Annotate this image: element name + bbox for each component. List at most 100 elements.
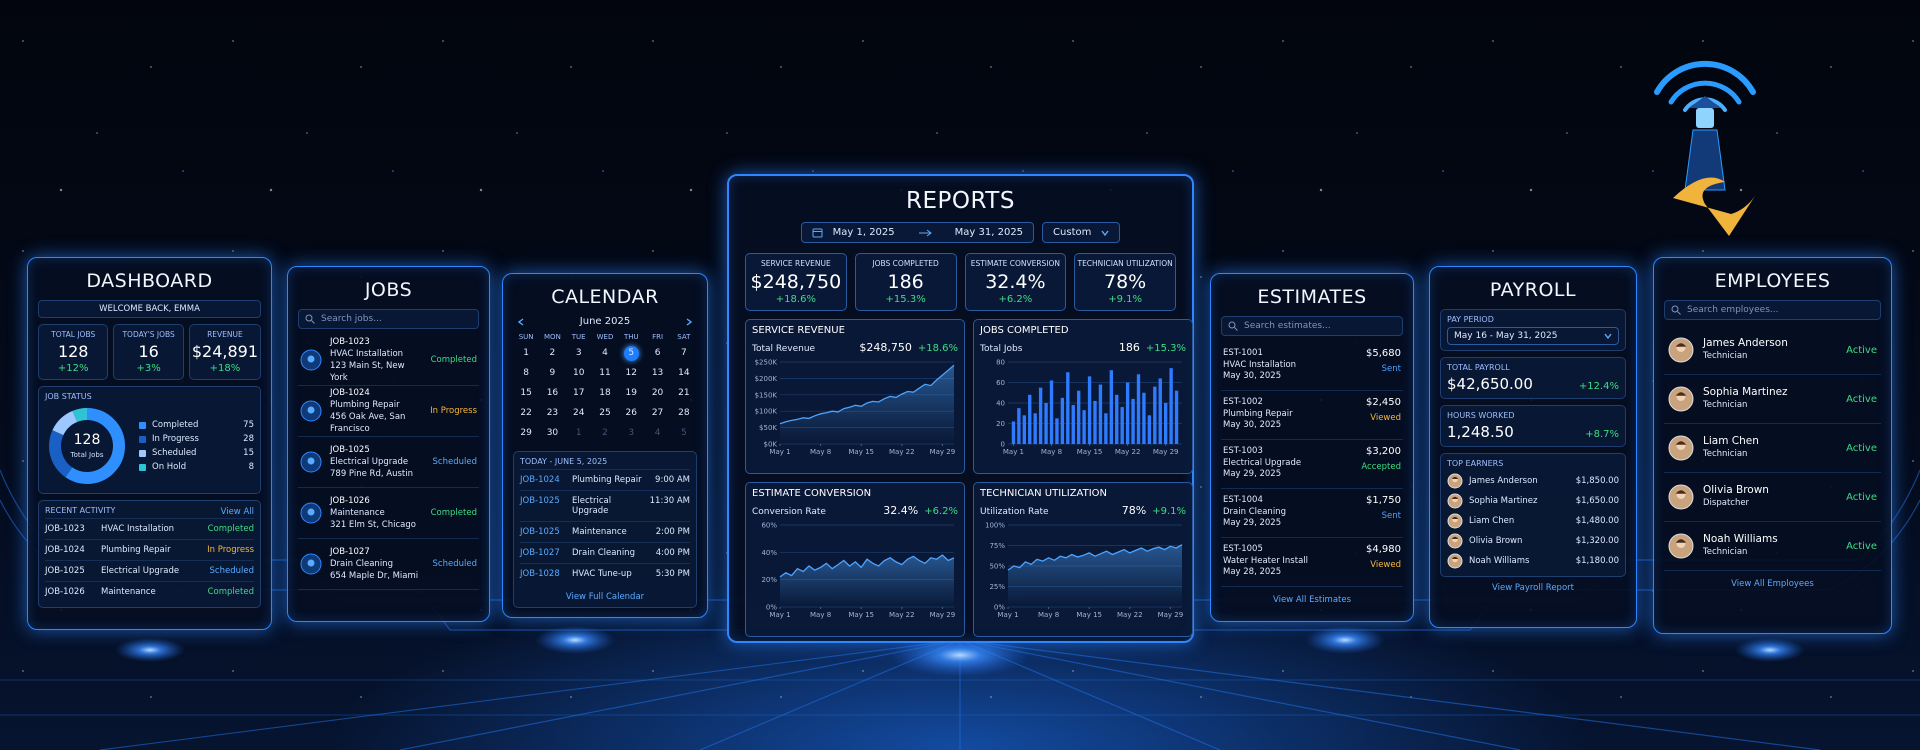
emp-item: Noah Williams Technician Active — [1664, 522, 1881, 571]
emp-role: Technician — [1703, 547, 1748, 557]
emp-text: Noah Williams Technician — [1703, 533, 1837, 559]
legend-row: On Hold 8 — [139, 462, 254, 472]
chart-value: 32.4% — [883, 504, 919, 517]
legend: Completed 75 In Progress 28 Scheduled 15 On Ho… — [139, 416, 254, 476]
box: JOB STATUS 128 Total Jobs Completed 75 In Pro… — [38, 386, 261, 494]
bar — [1087, 376, 1092, 444]
search-text: Search employees... — [1687, 305, 1779, 315]
line — [1007, 544, 1183, 571]
est-name: Electrical Upgrade — [1223, 457, 1302, 468]
glow-nodes — [115, 626, 1805, 677]
est-right: $4,980 Viewed — [1366, 544, 1401, 580]
y-tick-label: 60 — [996, 379, 1005, 387]
earner-row: Olivia Brown $1,320.00 — [1447, 531, 1619, 551]
link[interactable]: View All Employees — [1731, 579, 1814, 589]
job-name: Plumbing Repair — [330, 400, 400, 410]
stat-change: +18% — [209, 363, 241, 374]
link[interactable]: View Payroll Report — [1492, 583, 1574, 593]
emp-name: Liam Chen — [1703, 435, 1759, 447]
job-id: JOB-1027 — [330, 547, 370, 557]
est-date: May 30, 2025 — [1223, 371, 1282, 381]
swatch — [139, 421, 146, 429]
x-tick-label: May 15 — [1077, 448, 1103, 456]
day: 5 — [623, 346, 639, 361]
change: +15.3% — [885, 294, 926, 305]
job-status: Completed — [430, 355, 477, 365]
box-label: TODAY - JUNE 5, 2025 — [520, 457, 608, 466]
bar — [1109, 370, 1113, 444]
bar — [1017, 408, 1021, 444]
line — [779, 364, 955, 425]
est-right: $1,750 Sent — [1366, 495, 1401, 531]
avatar — [1668, 386, 1694, 412]
bar — [1044, 403, 1048, 444]
avatar-hair — [1675, 490, 1687, 494]
bar — [1055, 418, 1059, 444]
event-id: JOB-1025 — [520, 527, 560, 537]
job-text: JOB-1024 Plumbing Repair 456 Oak Ave, San … — [330, 387, 422, 435]
avatar-hair — [1675, 539, 1687, 543]
change: +12.4% — [1578, 381, 1619, 392]
y-tick-label: $150K — [755, 391, 778, 399]
search-box: Search employees... — [1664, 300, 1881, 320]
earner-row: Liam Chen $1,480.00 — [1447, 511, 1619, 531]
legend-name: In Progress — [152, 434, 199, 444]
emp-role: Technician — [1703, 400, 1748, 410]
act-cell: HVAC Installation — [101, 524, 175, 534]
act-row: JOB-1026 Maintenance Completed — [45, 581, 254, 602]
link[interactable]: View All — [220, 507, 254, 517]
est-id: EST-1001 — [1223, 348, 1263, 358]
icon-shape — [307, 457, 315, 465]
legend-count: 75 — [243, 420, 254, 430]
earner-amount: $1,320.00 — [1575, 536, 1619, 546]
link[interactable]: View All Estimates — [1272, 595, 1352, 605]
dashboard-panel: DASHBOARD WELCOME BACK, EMMA TOTAL JOBS 128… — [27, 257, 272, 630]
event-name: Maintenance — [572, 527, 627, 537]
y-tick-label: 20% — [761, 576, 777, 584]
earner-amount: $1,180.00 — [1575, 556, 1619, 566]
chart: $0K $50K $100K $150K $200K $250K May 1 May 8 May… — [755, 359, 956, 457]
day: 4 — [654, 428, 661, 438]
cal-month: June 2025 — [579, 316, 631, 327]
est-date: May 30, 2025 — [1223, 420, 1282, 430]
link[interactable]: View Full Calendar — [565, 592, 645, 602]
est-left: EST-1003 Electrical Upgrade May 29, 2025 — [1223, 446, 1361, 482]
est-item: EST-1002 Plumbing Repair May 30, 2025 $2,45… — [1221, 391, 1403, 440]
box: PAY PERIOD May 16 - May 31, 2025 — [1440, 309, 1626, 351]
change: +9.1% — [1108, 294, 1143, 305]
val-row: $42,650.00 +12.4% — [1447, 375, 1619, 393]
day: 12 — [625, 368, 637, 378]
job-icon — [300, 400, 322, 422]
bar — [1022, 415, 1026, 444]
change: +8.7% — [1585, 429, 1619, 440]
area — [780, 555, 954, 607]
emp-item: Liam Chen Technician Active — [1664, 424, 1881, 473]
y-tick-label: 100% — [985, 522, 1005, 530]
stat-label: TOTAL JOBS — [51, 330, 96, 339]
jobs-panel: JOBS Search jobs... JOB-1023 HVAC Installat… — [287, 266, 490, 622]
day: 19 — [625, 388, 637, 398]
est-item: EST-1004 Drain Cleaning May 29, 2025 $1,750… — [1221, 489, 1403, 538]
act-cell: JOB-1026 — [45, 587, 85, 597]
icon-shape — [517, 317, 524, 326]
x-tick-label: May 22 — [889, 611, 915, 619]
bar — [1060, 397, 1065, 444]
day: 11 — [599, 368, 611, 378]
job-item: JOB-1023 HVAC Installation 123 Main St, Ne… — [298, 335, 479, 386]
act-cell: Electrical Upgrade — [101, 566, 180, 576]
panel-title: REPORTS — [906, 188, 1015, 214]
big: 1,248.50 — [1447, 423, 1514, 441]
weekday: SAT — [677, 333, 691, 341]
change: +18.6% — [775, 294, 816, 305]
day: 8 — [523, 368, 529, 378]
job-icon — [300, 451, 322, 473]
day: 20 — [651, 388, 664, 398]
area — [780, 365, 954, 444]
icon-shape — [307, 559, 315, 567]
swatch — [139, 435, 146, 443]
head-row: RECENT ACTIVITY View All — [45, 506, 254, 518]
stat-change: +12% — [57, 363, 89, 374]
avatar — [1447, 533, 1463, 549]
day: 1 — [523, 348, 529, 358]
panel-title: EMPLOYEES — [1714, 270, 1831, 292]
